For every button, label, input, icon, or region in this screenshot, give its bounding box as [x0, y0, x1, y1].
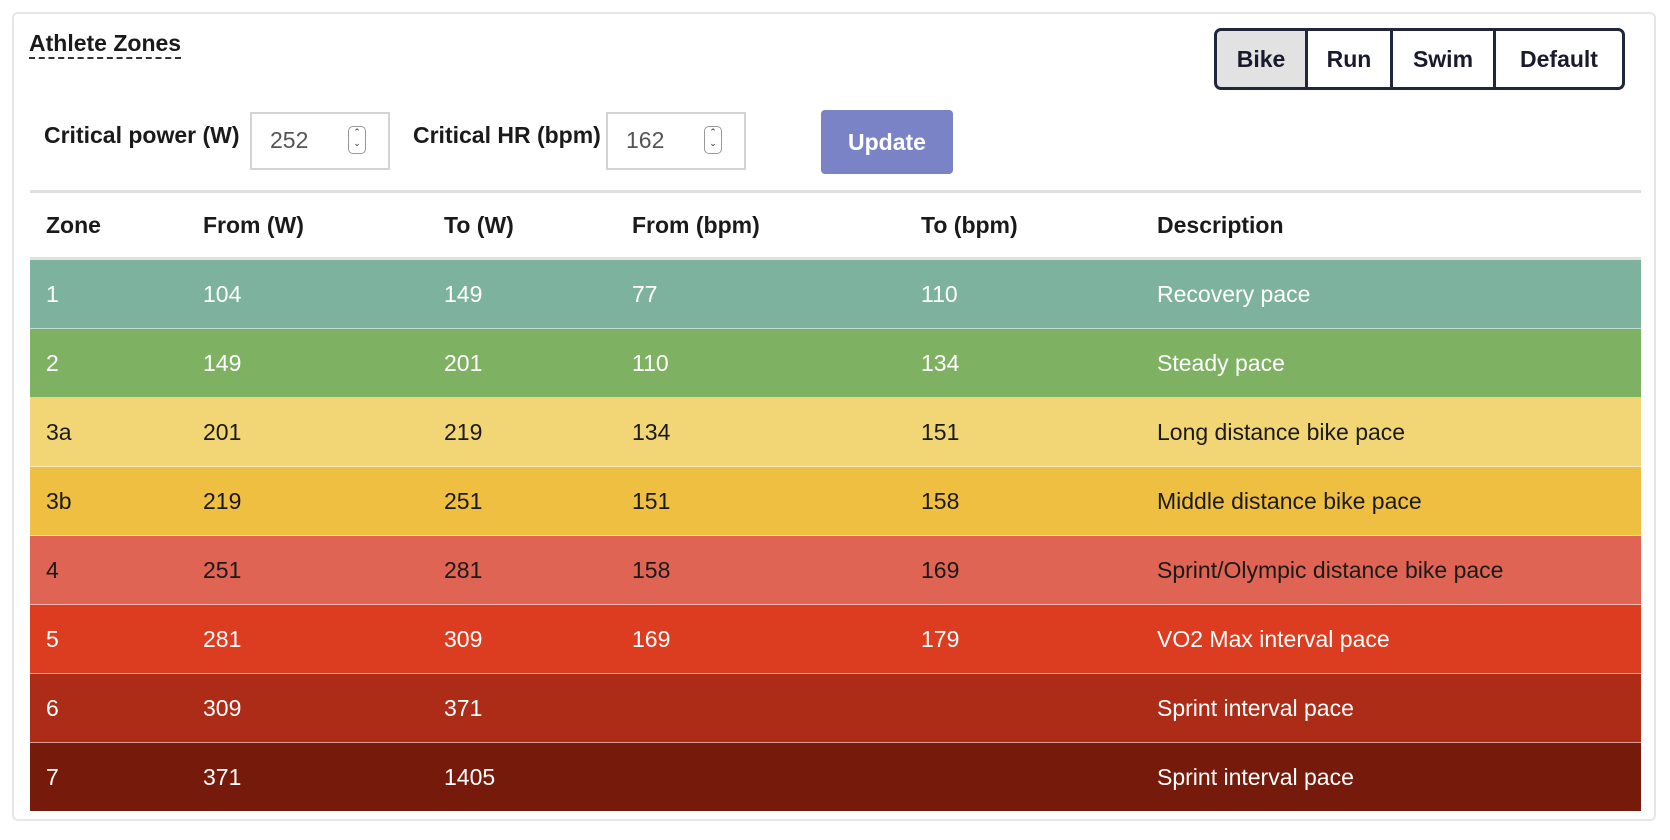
description-cell: Sprint/Olympic distance bike pace — [1141, 535, 1641, 605]
from-w-cell: 309 — [187, 673, 428, 743]
description-cell: Recovery pace — [1141, 258, 1641, 329]
header-from-bpm: From (bpm) — [632, 211, 760, 238]
to-w-cell: 201 — [428, 328, 616, 398]
to-w-cell: 309 — [428, 604, 616, 674]
from-bpm-cell: 110 — [616, 328, 905, 398]
from-bpm-cell: 134 — [616, 397, 905, 467]
to-w-cell: 1405 — [428, 742, 616, 811]
zones-table: Zone From (W) To (W) From (bpm) To (bpm)… — [30, 190, 1641, 811]
to-bpm-cell: 158 — [905, 466, 1141, 536]
page-title: Athlete Zones — [29, 30, 182, 59]
description-cell: Sprint interval pace — [1141, 742, 1641, 811]
to-w-cell: 281 — [428, 535, 616, 605]
to-w-cell: 219 — [428, 397, 616, 467]
table-row: 2 149 201 110 134 Steady pace — [30, 328, 1641, 398]
critical-hr-stepper-icon[interactable]: ⌃ ⌄ — [704, 126, 722, 154]
zone-cell: 3a — [30, 397, 187, 467]
from-w-cell: 219 — [187, 466, 428, 536]
critical-power-value[interactable]: 252 — [270, 127, 309, 153]
table-row: 3b 219 251 151 158 Middle distance bike pace — [30, 466, 1641, 536]
table-row: 6 309 371 Sprint interval pace — [30, 673, 1641, 743]
zone-cell: 6 — [30, 673, 187, 743]
to-bpm-cell: 179 — [905, 604, 1141, 674]
to-bpm-cell: 110 — [905, 258, 1141, 329]
critical-hr-value[interactable]: 162 — [626, 127, 665, 153]
to-bpm-cell: 134 — [905, 328, 1141, 398]
to-bpm-cell — [905, 742, 1141, 811]
from-bpm-cell: 151 — [616, 466, 905, 536]
description-cell: Steady pace — [1141, 328, 1641, 398]
zone-cell: 1 — [30, 258, 187, 329]
from-w-cell: 149 — [187, 328, 428, 398]
critical-power-stepper-icon[interactable]: ⌃ ⌄ — [348, 126, 366, 154]
table-header-row: Zone From (W) To (W) From (bpm) To (bpm)… — [30, 191, 1641, 259]
header-zone: Zone — [46, 211, 101, 238]
table-row: 7 371 1405 Sprint interval pace — [30, 742, 1641, 811]
header-from-w: From (W) — [203, 211, 304, 238]
header-description: Description — [1157, 211, 1284, 238]
zone-cell: 5 — [30, 604, 187, 674]
update-button[interactable]: Update — [821, 110, 953, 174]
tab-default[interactable]: Default — [1496, 31, 1622, 87]
from-bpm-cell: 77 — [616, 258, 905, 329]
to-bpm-cell: 151 — [905, 397, 1141, 467]
table-row: 1 104 149 77 110 Recovery pace — [30, 258, 1641, 329]
header-to-w: To (W) — [444, 211, 514, 238]
table-row: 4 251 281 158 169 Sprint/Olympic distance bik… — [30, 535, 1641, 605]
from-w-cell: 251 — [187, 535, 428, 605]
tab-swim[interactable]: Swim — [1393, 31, 1493, 87]
from-w-cell: 201 — [187, 397, 428, 467]
from-w-cell: 371 — [187, 742, 428, 811]
tab-run[interactable]: Run — [1308, 31, 1390, 87]
from-bpm-cell: 158 — [616, 535, 905, 605]
from-w-cell: 281 — [187, 604, 428, 674]
critical-hr-label: Critical HR (bpm) — [413, 122, 601, 148]
critical-hr-input[interactable]: 162 ⌃ ⌄ — [606, 112, 746, 170]
to-bpm-cell — [905, 673, 1141, 743]
description-cell: VO2 Max interval pace — [1141, 604, 1641, 674]
description-cell: Middle distance bike pace — [1141, 466, 1641, 536]
sport-segmented-control: Bike Run Swim Default — [1214, 28, 1625, 90]
header-to-bpm: To (bpm) — [921, 211, 1018, 238]
tab-bike[interactable]: Bike — [1217, 31, 1305, 87]
zone-cell: 3b — [30, 466, 187, 536]
zone-cell: 4 — [30, 535, 187, 605]
from-bpm-cell — [616, 742, 905, 811]
description-cell: Sprint interval pace — [1141, 673, 1641, 743]
critical-power-input[interactable]: 252 ⌃ ⌄ — [250, 112, 390, 170]
to-w-cell: 251 — [428, 466, 616, 536]
description-cell: Long distance bike pace — [1141, 397, 1641, 467]
from-bpm-cell — [616, 673, 905, 743]
to-w-cell: 371 — [428, 673, 616, 743]
to-w-cell: 149 — [428, 258, 616, 329]
zone-cell: 7 — [30, 742, 187, 811]
zone-cell: 2 — [30, 328, 187, 398]
to-bpm-cell: 169 — [905, 535, 1141, 605]
table-row: 3a 201 219 134 151 Long distance bike pace — [30, 397, 1641, 467]
table-row: 5 281 309 169 179 VO2 Max interval pace — [30, 604, 1641, 674]
from-bpm-cell: 169 — [616, 604, 905, 674]
critical-power-label: Critical power (W) — [44, 122, 240, 148]
from-w-cell: 104 — [187, 258, 428, 329]
